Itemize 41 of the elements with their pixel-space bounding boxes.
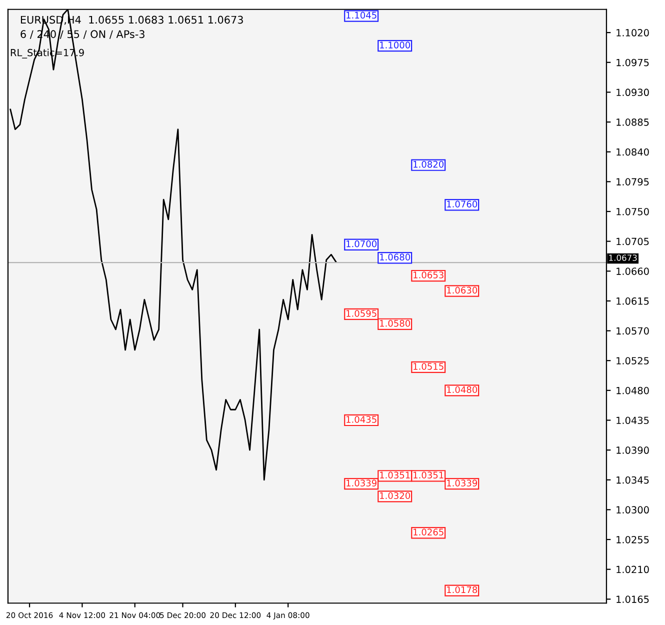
y-tick-label: 1.0930 xyxy=(616,88,649,96)
y-tick-label: 1.0705 xyxy=(616,238,649,246)
y-tick-label: 1.0660 xyxy=(616,268,649,275)
y-tick-label: 1.0345 xyxy=(616,476,649,484)
annotation: 1.0339 xyxy=(346,480,376,486)
y-tick-label: 1.0210 xyxy=(616,566,649,574)
annotation: 1.0435 xyxy=(346,416,376,423)
annotation: 1.0760 xyxy=(447,200,478,208)
y-tick-label: 1.0975 xyxy=(616,58,649,66)
annotation: 1.0178 xyxy=(447,586,478,594)
annotation: 1.0339 xyxy=(447,480,478,486)
annotation: 1.0820 xyxy=(414,160,444,168)
annotation: 1.0265 xyxy=(414,528,444,536)
y-tick-label: 1.0435 xyxy=(616,416,649,424)
annotation: 1.0595 xyxy=(346,310,376,317)
y-tick-label: 1.0390 xyxy=(616,446,649,454)
annotation: 1.0700 xyxy=(346,240,377,248)
annotation: 1.0320 xyxy=(380,492,410,500)
y-tick-label: 1.0300 xyxy=(616,506,649,514)
y-tick-label: 1.0480 xyxy=(616,386,649,394)
annotation: 1.0630 xyxy=(447,286,478,294)
annotation: 1.0653 xyxy=(414,272,444,278)
y-tick-label: 1.0795 xyxy=(616,178,649,186)
y-tick-label: 1.0525 xyxy=(616,357,649,364)
annotation: 1.0515 xyxy=(414,363,444,370)
annotation: 1.0351 xyxy=(380,472,410,479)
ref-line-label: 1.0673 xyxy=(609,254,637,261)
y-tick-label: 1.0570 xyxy=(616,327,649,335)
annotation: 1.0480 xyxy=(447,386,478,394)
annotation: 1.1045 xyxy=(346,12,376,19)
y-tick-label: 1.0165 xyxy=(616,596,649,603)
annotation: 1.0351 xyxy=(414,472,444,479)
y-tick-label: 1.0255 xyxy=(616,536,649,544)
y-tick-label: 1.1020 xyxy=(616,29,649,36)
y-tick-label: 1.0885 xyxy=(616,118,649,126)
y-tick-label: 1.0840 xyxy=(616,148,649,156)
annotation: 1.0680 xyxy=(380,254,410,260)
annotation: 1.0580 xyxy=(380,320,410,327)
y-tick-label: 1.0615 xyxy=(616,297,649,305)
annotation: 1.1000 xyxy=(380,42,410,48)
y-tick-label: 1.0750 xyxy=(616,208,649,216)
